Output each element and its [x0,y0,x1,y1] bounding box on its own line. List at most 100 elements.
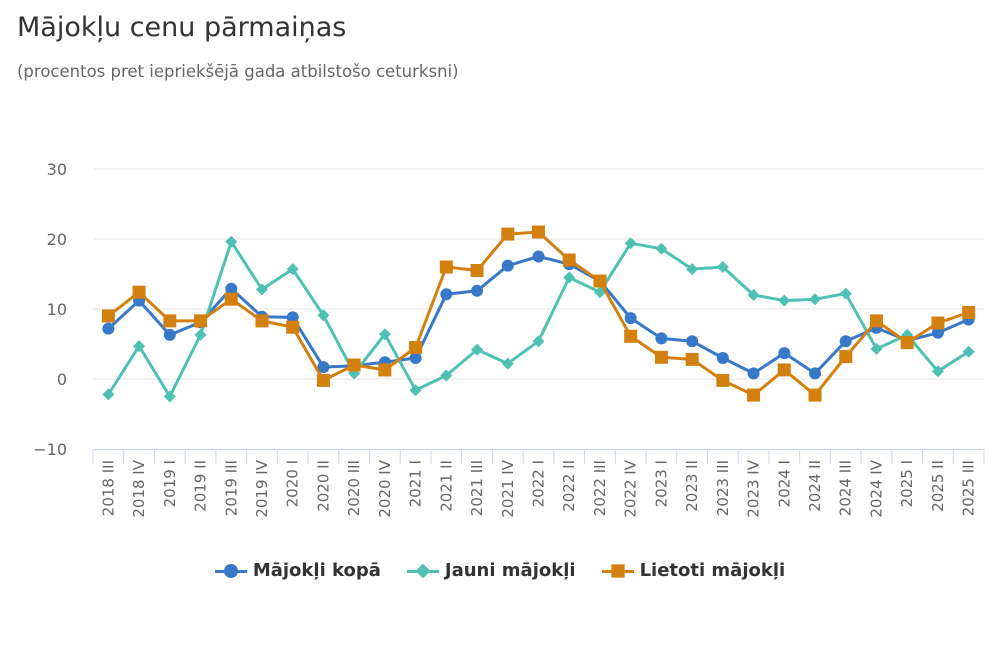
x-tick-label: 2023 I [652,460,670,507]
legend-item[interactable]: Lietoti mājokļi [601,560,785,581]
x-tick-label: 2019 IV [253,459,271,517]
x-tick-label: 2025 III [960,460,978,516]
data-point[interactable] [471,284,484,297]
series-square [101,225,976,402]
data-point[interactable] [224,292,238,306]
data-point[interactable] [685,352,699,366]
legend-label: Mājokļi kopā [252,560,381,581]
diamond-icon [406,563,439,579]
x-tick-label: 2019 III [222,460,240,516]
data-point[interactable] [869,314,883,328]
data-point[interactable] [747,367,760,380]
data-point[interactable] [931,316,945,330]
data-point[interactable] [593,274,607,288]
data-point[interactable] [317,309,330,322]
data-point[interactable] [562,253,576,267]
data-point[interactable] [194,328,207,341]
y-tick-label: 30 [47,160,67,179]
data-point[interactable] [716,261,729,273]
data-point[interactable] [133,340,146,353]
data-point[interactable] [900,336,914,350]
x-tick-label: 2020 I [284,460,302,507]
data-point[interactable] [777,363,791,377]
data-point[interactable] [163,328,176,341]
data-point[interactable] [225,282,238,295]
data-point[interactable] [101,309,115,323]
data-point[interactable] [532,335,545,348]
data-point[interactable] [225,235,238,248]
x-tick-label: 2020 II [314,460,332,512]
data-point[interactable] [563,271,576,284]
x-tick-label: 2024 II [806,460,824,512]
data-point[interactable] [624,237,637,250]
data-point[interactable] [163,390,176,403]
data-point[interactable] [439,260,453,274]
data-point[interactable] [654,350,668,364]
data-point[interactable] [839,287,852,300]
data-point[interactable] [255,283,268,296]
x-tick-label: 2021 IV [499,459,517,517]
data-point[interactable] [532,225,545,239]
data-point[interactable] [686,263,699,276]
data-point[interactable] [409,384,422,397]
data-point[interactable] [839,335,852,348]
data-point[interactable] [378,363,392,377]
circle-icon [214,563,247,579]
data-point[interactable] [347,358,361,372]
data-point[interactable] [409,341,423,354]
data-point[interactable] [471,343,484,356]
data-point[interactable] [286,311,299,324]
data-point[interactable] [286,263,299,276]
x-tick-label: 2024 I [775,460,793,507]
x-tick-label: 2024 III [837,460,855,516]
data-point[interactable] [255,314,269,328]
grid-lines [93,168,984,380]
data-point[interactable] [655,242,668,255]
data-point[interactable] [808,388,822,402]
data-point[interactable] [316,373,330,387]
data-point[interactable] [532,250,545,263]
data-point[interactable] [409,352,422,364]
x-tick-label: 2022 III [591,460,609,516]
data-point[interactable] [809,293,822,306]
data-point[interactable] [440,288,453,301]
data-point[interactable] [809,367,822,380]
data-point[interactable] [132,285,146,299]
data-point[interactable] [194,314,208,328]
series-line [106,240,971,398]
data-point[interactable] [778,347,791,360]
data-point[interactable] [931,365,944,378]
data-point[interactable] [286,320,300,334]
data-point[interactable] [870,342,883,355]
x-axis: 2018 III 2018 IV 2019 I 2019 II 2019 III 2019… [92,449,985,518]
data-point[interactable] [931,326,944,339]
x-tick-label: 2019 II [192,460,210,512]
data-point[interactable] [962,345,975,358]
x-tick-label: 2023 III [714,460,732,516]
data-point[interactable] [470,264,484,277]
data-point[interactable] [747,388,761,402]
data-point[interactable] [317,361,330,374]
data-point[interactable] [655,332,668,345]
data-point[interactable] [501,259,514,272]
data-point[interactable] [501,227,515,241]
legend-item[interactable]: Jauni mājokļi [406,560,576,581]
data-point[interactable] [624,312,637,325]
data-point[interactable] [102,388,115,401]
data-point[interactable] [778,294,791,307]
data-point[interactable] [378,328,391,341]
data-point[interactable] [716,352,729,364]
data-point[interactable] [716,373,730,387]
data-point[interactable] [440,369,453,382]
data-point[interactable] [686,335,699,348]
data-point[interactable] [501,357,514,370]
data-point[interactable] [163,314,177,328]
data-point[interactable] [747,289,760,301]
y-tick-label: 0 [57,370,67,389]
data-point[interactable] [102,322,115,335]
legend-item[interactable]: Mājokļi kopā [214,560,381,581]
x-tick-label: 2021 I [407,460,425,507]
data-point[interactable] [624,329,638,343]
data-point[interactable] [839,350,853,364]
data-point[interactable] [962,306,976,319]
